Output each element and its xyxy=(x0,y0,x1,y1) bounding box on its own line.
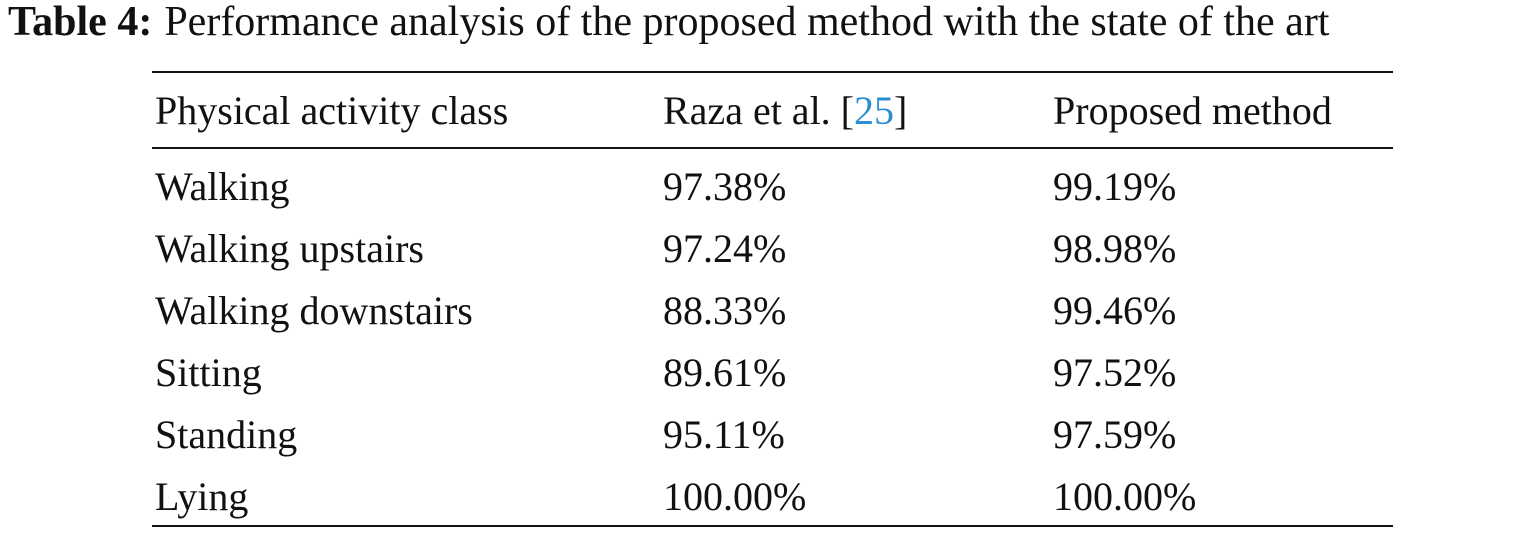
row-label: Standing xyxy=(155,412,298,457)
caption-label: Table 4: xyxy=(8,0,153,45)
cell-value: 89.61% xyxy=(663,350,787,395)
header-cell: Proposed method xyxy=(1053,88,1332,133)
cell-value: 97.38% xyxy=(663,164,787,209)
cell-value: 88.33% xyxy=(663,288,787,333)
cell-value: 100.00% xyxy=(1053,474,1197,519)
cell-value: 95.11% xyxy=(663,412,785,457)
citation-link[interactable]: 25 xyxy=(854,88,894,133)
bottom-rule xyxy=(152,525,1393,527)
row-label: Walking downstairs xyxy=(155,288,473,333)
cell-value: 99.46% xyxy=(1053,288,1177,333)
row-label: Lying xyxy=(155,474,249,519)
cell-value: 100.00% xyxy=(663,474,807,519)
header-cell: Raza et al. [25] xyxy=(663,80,907,142)
header-cell: Physical activity class xyxy=(155,88,509,133)
mid-rule xyxy=(152,147,1393,149)
top-rule xyxy=(152,71,1393,73)
cell-value: 99.19% xyxy=(1053,164,1177,209)
row-label: Walking xyxy=(155,164,290,209)
cell-value: 97.52% xyxy=(1053,350,1177,395)
header-text: ] xyxy=(894,88,908,133)
header-text: Raza et al. [ xyxy=(663,88,854,133)
cell-value: 98.98% xyxy=(1053,226,1177,271)
caption-text: Performance analysis of the proposed met… xyxy=(164,0,1330,45)
cell-value: 97.59% xyxy=(1053,412,1177,457)
row-label: Walking upstairs xyxy=(155,226,424,271)
row-label: Sitting xyxy=(155,350,262,395)
cell-value: 97.24% xyxy=(663,226,787,271)
caption: Table 4: Performance analysis of the prop… xyxy=(8,0,1329,44)
